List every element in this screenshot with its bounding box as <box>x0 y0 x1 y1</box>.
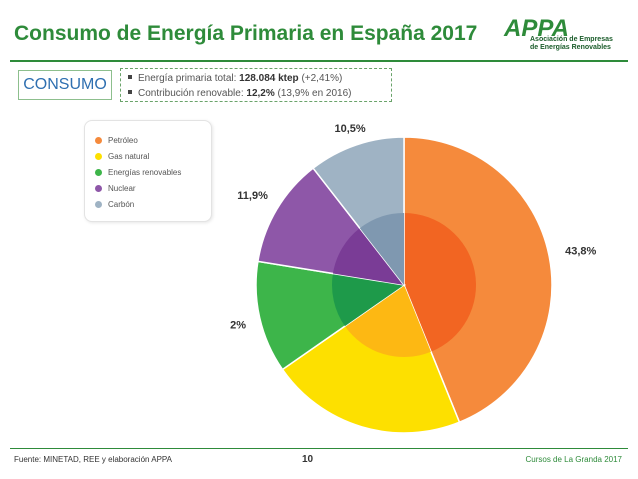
legend-item: Gas natural <box>95 151 149 163</box>
bullet-icon <box>128 75 132 80</box>
logo-wordmark: APPA <box>503 15 569 42</box>
legend-item: Energías renovables <box>95 167 181 179</box>
chart-legend: Petróleo Gas natural Energías renovables… <box>84 120 212 222</box>
legend-dot-icon <box>95 185 102 193</box>
data-label-3: 11,9% <box>237 190 268 202</box>
pie-chart: 43,8%21,4%12,2%11,9%10,5% <box>230 123 596 434</box>
course-label: Cursos de La Granda 2017 <box>525 455 622 464</box>
data-label-2: 12,2% <box>230 319 246 331</box>
data-label-0: 43,8% <box>565 246 596 258</box>
pie-slice-inner-0 <box>404 213 476 352</box>
page-title: Consumo de Energía Primaria en España 20… <box>14 22 478 45</box>
legend-dot-icon <box>95 169 102 177</box>
data-label-4: 10,5% <box>335 123 366 135</box>
legend-dot-icon <box>95 153 102 161</box>
legend-dot-icon <box>95 201 102 209</box>
source-note: Fuente: MINETAD, REE y elaboración APPA <box>14 455 172 464</box>
pie-slice-inner-2 <box>332 273 404 327</box>
bullet-icon <box>128 90 132 95</box>
pie-slice-inner-1 <box>344 285 431 357</box>
pie-slice-inner-3 <box>332 228 404 285</box>
section-label: CONSUMO <box>18 70 112 100</box>
pie-slice-inner-4 <box>359 213 404 285</box>
page-number: 10 <box>302 454 314 465</box>
appa-logo: APPA <box>503 15 569 42</box>
legend-item: Carbón <box>95 199 134 211</box>
legend-item: Petróleo <box>95 135 138 147</box>
summary-renewable: Contribución renovable: 12,2% (13,9% en … <box>125 86 387 101</box>
summary-box: Energía primaria total: 128.084 ktep (+2… <box>120 68 392 102</box>
header-divider <box>10 60 628 62</box>
pie-slice-0 <box>403 136 553 424</box>
legend-dot-icon <box>95 137 102 145</box>
legend-item: Nuclear <box>95 183 136 195</box>
summary-total: Energía primaria total: 128.084 ktep (+2… <box>125 71 387 86</box>
logo-subtitle: Asociación de Empresas de Energías Renov… <box>530 36 613 51</box>
footer-divider <box>10 448 628 449</box>
